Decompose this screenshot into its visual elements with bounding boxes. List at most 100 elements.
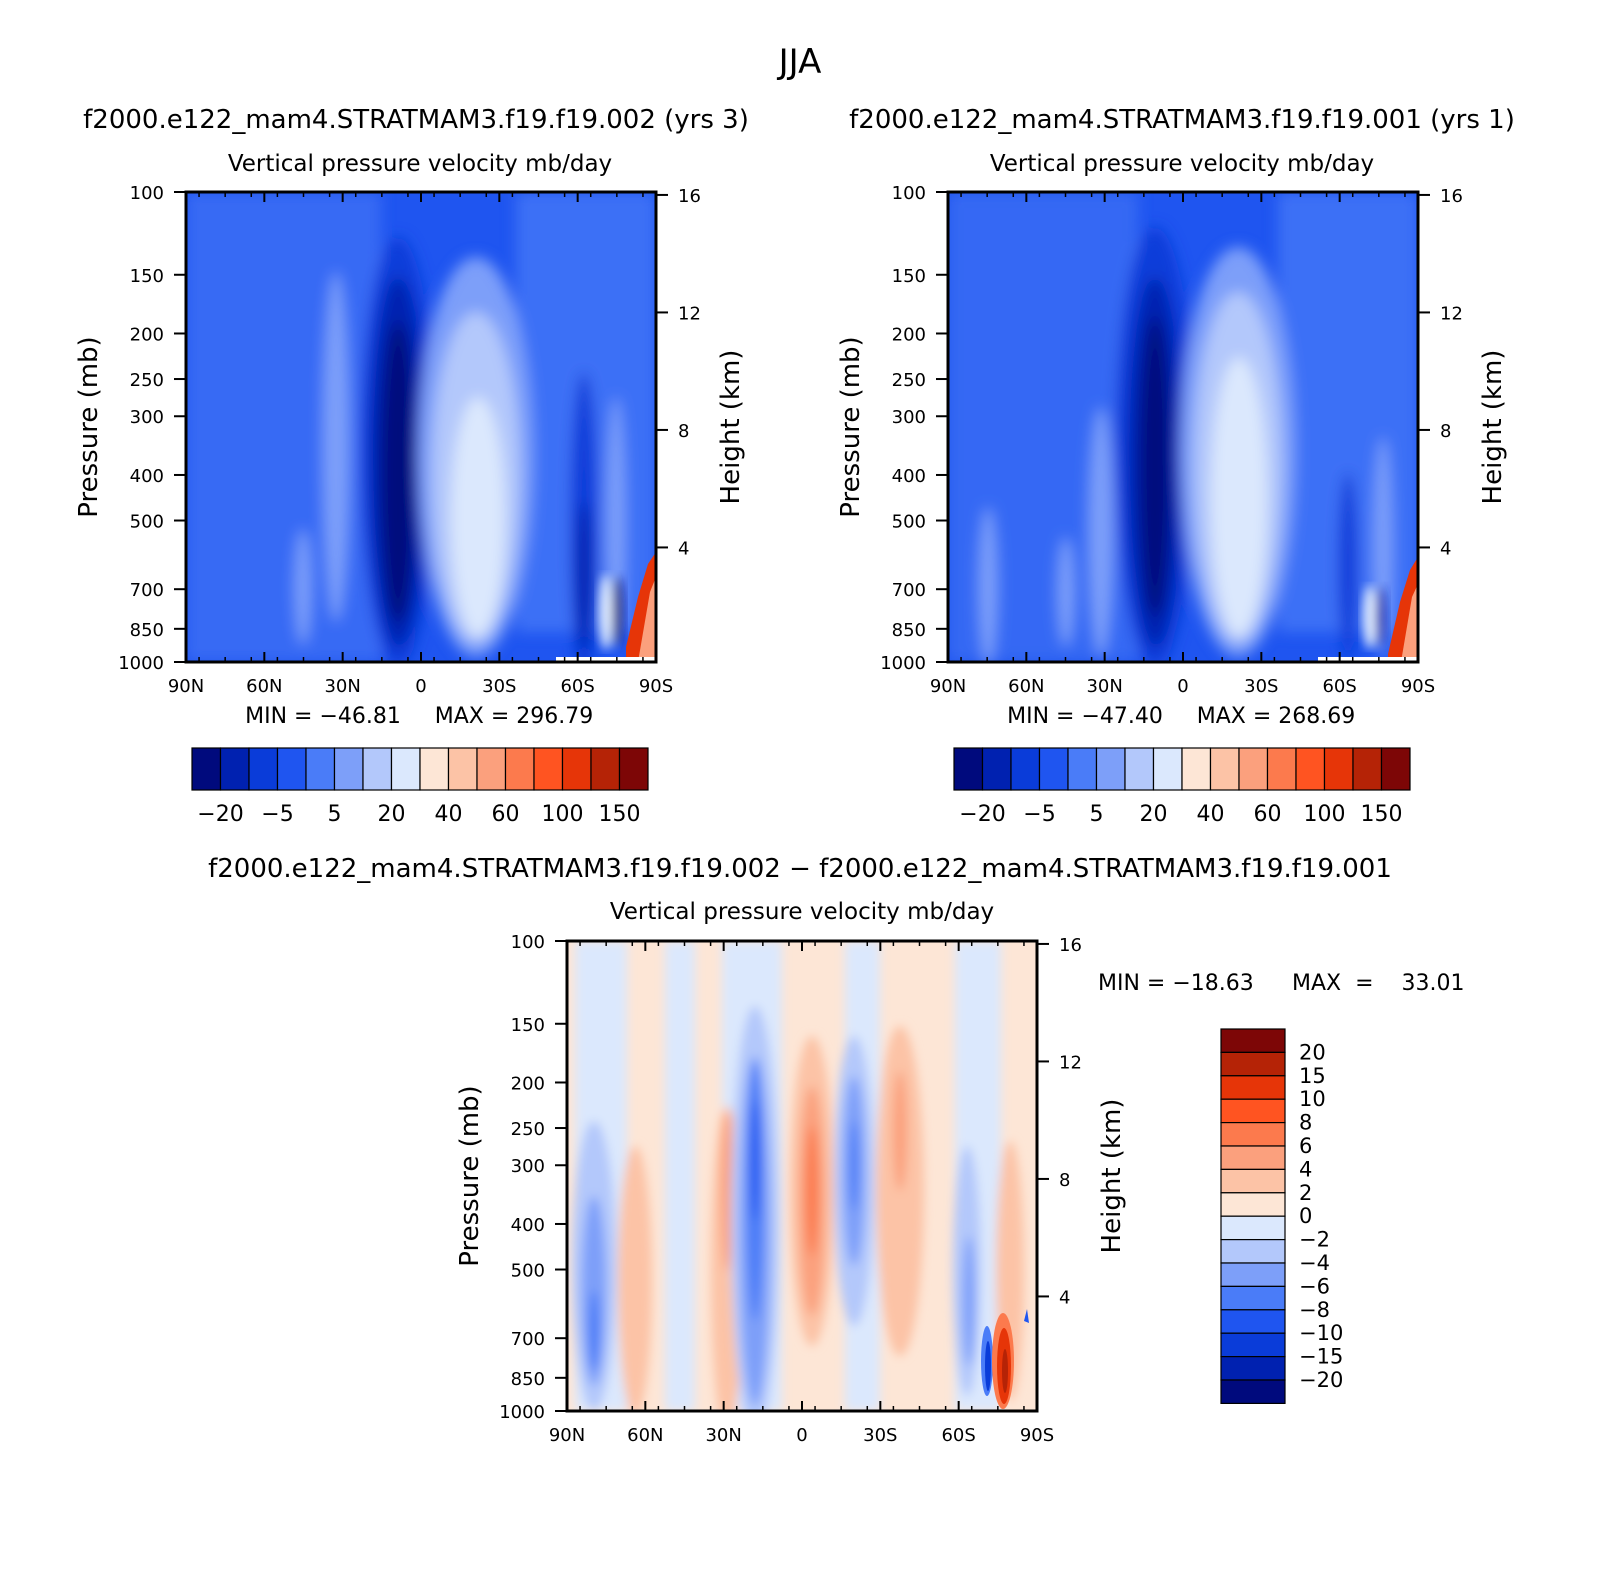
colorbar-label: 60 xyxy=(492,802,520,827)
panel-3-y2-tick-label: 16 xyxy=(1059,935,1082,956)
panel-2-max-label: MAX = 268.69 xyxy=(1197,704,1356,729)
panel-1-y-tick-label: 850 xyxy=(130,620,164,641)
colorbar-swatch xyxy=(1220,1075,1286,1100)
panel-3-plot-area xyxy=(567,941,1037,1411)
colorbar-swatch xyxy=(333,747,364,791)
panel-2-y2label: Height (km) xyxy=(1478,350,1508,505)
colorbar-swatch xyxy=(1220,1309,1286,1334)
difference-case-title: f2000.e122_mam4.STRATMAM3.f19.f19.002 − … xyxy=(208,854,1392,884)
colorbar-label: −5 xyxy=(1023,802,1055,827)
panel-2-x-tick-label: 30N xyxy=(1086,676,1122,697)
colorbar-swatch xyxy=(1220,1215,1286,1241)
panel-2-blob-sub-core xyxy=(1211,357,1267,637)
panel-3-y-tick-label: 300 xyxy=(511,1156,545,1177)
panel-3-y-tick-label: 250 xyxy=(511,1119,545,1140)
colorbar-label: 5 xyxy=(328,802,342,827)
colorbar-label: −4 xyxy=(1299,1251,1330,1275)
colorbar-swatch xyxy=(504,747,535,791)
colorbar-swatch xyxy=(1220,1332,1286,1358)
panel-1-x-tick-label: 0 xyxy=(415,676,426,697)
panel-3-y-tick-label: 700 xyxy=(511,1329,545,1350)
panel-2-blob-light-nh-c xyxy=(1057,537,1075,647)
panel-3-x-tick-label: 0 xyxy=(796,1425,807,1446)
colorbar-label: 150 xyxy=(1361,802,1403,827)
colorbar-swatch xyxy=(590,747,621,791)
colorbar-swatch xyxy=(1380,747,1411,791)
colorbar-swatch xyxy=(1220,1285,1286,1311)
panel-2-x-tick-label: 90N xyxy=(930,676,966,697)
panel-2-plot-area xyxy=(948,192,1418,662)
panel-1-blob-sh-dark-core xyxy=(576,502,592,652)
panel-2-x-tick-label: 30S xyxy=(1244,676,1278,697)
colorbar-label: −2 xyxy=(1299,1228,1330,1252)
panel-2-min-label: MIN = −47.40 xyxy=(1007,704,1163,729)
colorbar-swatch xyxy=(248,747,279,791)
colorbar-swatch xyxy=(476,747,507,791)
colorbar-swatch xyxy=(1220,1168,1286,1194)
colorbar-swatch xyxy=(953,747,984,791)
panel-1-y-tick-label: 700 xyxy=(130,580,164,601)
colorbar-label: 2 xyxy=(1299,1181,1312,1205)
colorbar-swatch xyxy=(419,747,450,791)
colorbar-label: 10 xyxy=(1299,1087,1326,1111)
colorbar-label: 60 xyxy=(1254,802,1282,827)
panel-2-blob-light-nh-a xyxy=(978,507,998,662)
panel-3-blob-pos-35n-core xyxy=(721,1111,733,1271)
colorbar-swatch xyxy=(1220,1051,1286,1077)
panel-3-y2-tick-label: 8 xyxy=(1059,1170,1070,1191)
colorbar-label: 0 xyxy=(1299,1204,1312,1228)
colorbar-label: −20 xyxy=(197,802,243,827)
panel-1-x-tick-label: 30N xyxy=(324,676,360,697)
colorbar-label: 8 xyxy=(1299,1111,1312,1135)
colorbar-label: 20 xyxy=(1140,802,1168,827)
panel-2-blob-sh-dark xyxy=(1338,472,1358,662)
panel-1-x-tick-label: 60N xyxy=(246,676,282,697)
colorbar-swatch xyxy=(1220,1145,1286,1170)
panel-2-y2-tick-label: 4 xyxy=(1440,538,1451,559)
panel-1-polar-detail xyxy=(599,574,623,650)
colorbar-swatch xyxy=(561,747,592,791)
panel-3-x-tick-label: 90S xyxy=(1020,1425,1054,1446)
colorbar-label: 6 xyxy=(1299,1134,1312,1158)
panel-1-y2label: Height (km) xyxy=(716,350,746,505)
colorbar-label: −5 xyxy=(261,802,293,827)
panel-1-blob-light-nh-small xyxy=(294,529,312,645)
panel-2-y-tick-label: 500 xyxy=(892,512,926,533)
colorbar-label: 5 xyxy=(1090,802,1104,827)
colorbar-swatch xyxy=(219,747,250,791)
colorbar-swatch xyxy=(305,747,336,791)
panel-2-y2-tick-label: 8 xyxy=(1440,421,1451,442)
panel-1-contour-field xyxy=(186,192,656,662)
panel-1-y2-tick-label: 16 xyxy=(678,186,701,207)
panel-1-x-tick-label: 90N xyxy=(168,676,204,697)
panel-2-blob-light-nh-b xyxy=(1088,407,1114,657)
panel-2-x-tick-label: 60S xyxy=(1322,676,1356,697)
panel-2-blob-polar-dark xyxy=(1376,587,1386,647)
colorbar-swatch xyxy=(1067,747,1098,791)
panel-3-y2-tick-label: 12 xyxy=(1059,1052,1082,1073)
colorbar-swatch xyxy=(1220,1192,1286,1217)
panel-2-y2-tick-label: 12 xyxy=(1440,303,1463,324)
colorbar-label: −10 xyxy=(1299,1321,1343,1345)
panel-2-y-tick-label: 850 xyxy=(892,620,926,641)
panel-2-x-tick-label: 60N xyxy=(1008,676,1044,697)
panel-2-ylabel: Pressure (mb) xyxy=(836,336,866,517)
colorbar-label: 100 xyxy=(1304,802,1346,827)
panel-3-x-tick-label: 30S xyxy=(863,1425,897,1446)
panel-1-case-title: f2000.e122_mam4.STRATMAM3.f19.f19.002 (y… xyxy=(83,105,749,135)
panel-1-y-tick-label: 250 xyxy=(130,370,164,391)
panel-2-surface-mask xyxy=(1318,657,1418,662)
colorbar-label: 40 xyxy=(1197,802,1225,827)
colorbar-swatch xyxy=(1266,747,1297,791)
panel-3-blob-pos-40s-core xyxy=(893,1071,907,1191)
colorbar-swatch xyxy=(1124,747,1155,791)
panel-1-y-tick-label: 300 xyxy=(130,407,164,428)
colorbar-label: −15 xyxy=(1299,1345,1343,1369)
panel-1-axes: 90N 60N 30N 0 30S 60S 90S 100 150 200 250 300 400 500… xyxy=(118,183,701,697)
colorbar-swatch xyxy=(1295,747,1326,791)
panel-3-x-tick-label: 60N xyxy=(627,1425,663,1446)
colorbar-swatch xyxy=(1220,1121,1286,1147)
panel-2: Vertical pressure velocity mb/day xyxy=(836,151,1508,827)
colorbar-swatch xyxy=(1152,747,1183,791)
colorbar-swatch xyxy=(1220,1355,1286,1381)
